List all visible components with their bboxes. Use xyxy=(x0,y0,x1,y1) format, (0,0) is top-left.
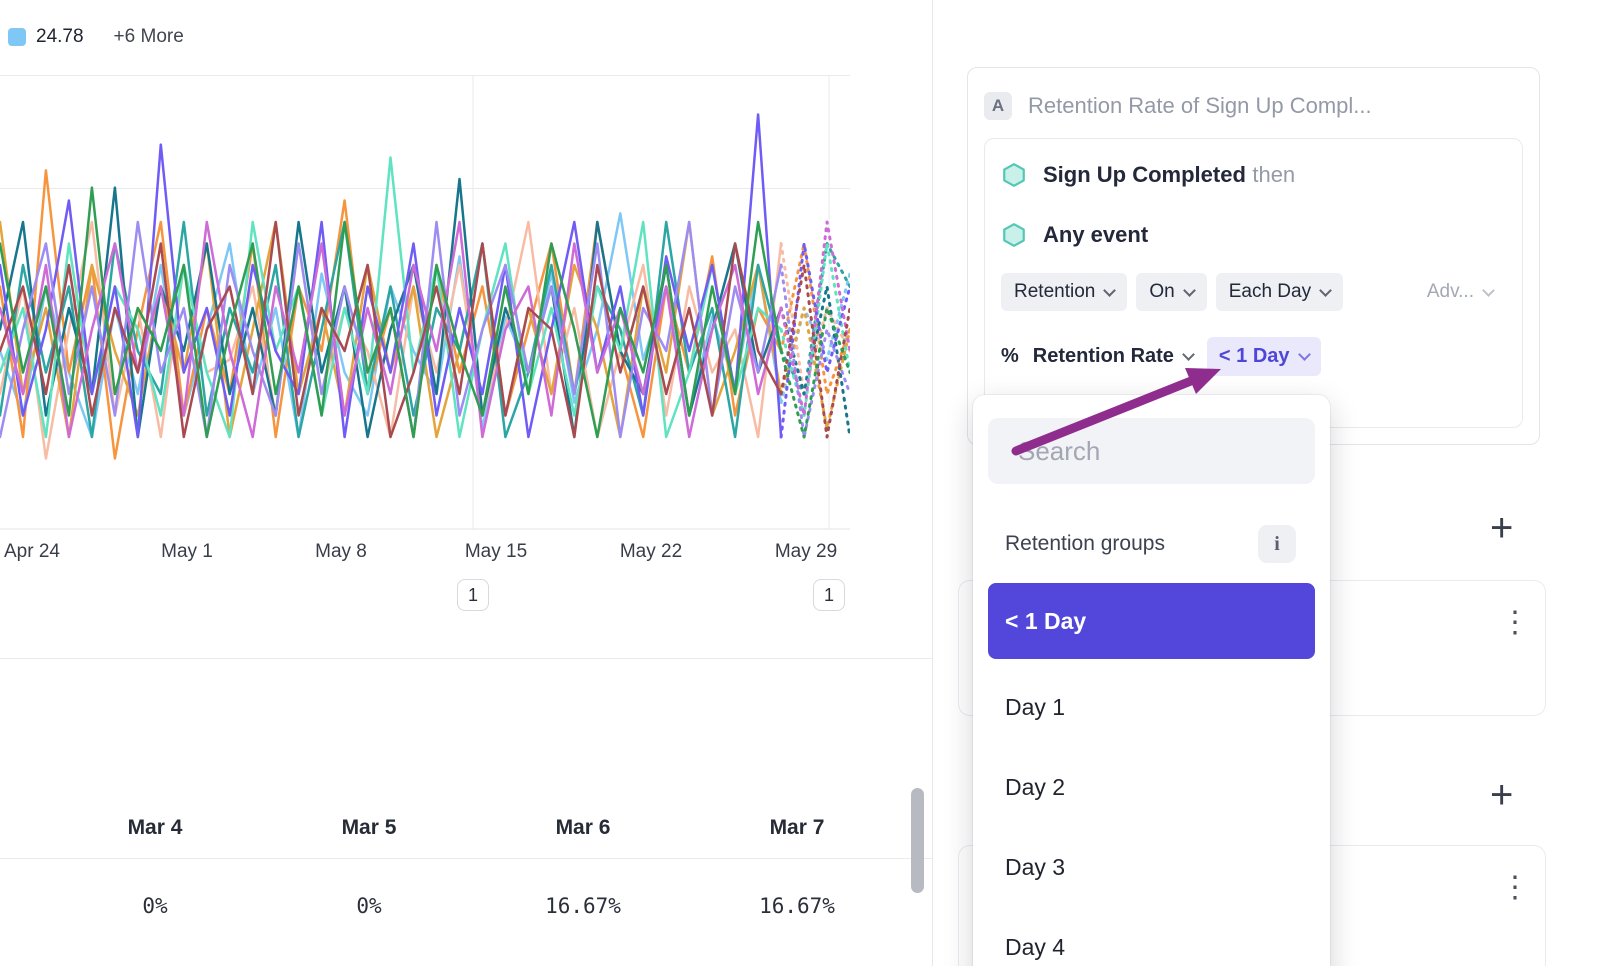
option-day-1[interactable]: Day 1 xyxy=(973,667,1330,747)
retention-controls-row: Retention On Each Day Adv... xyxy=(1001,273,1506,311)
chevron-down-icon xyxy=(1182,348,1195,361)
dropdown-label: < 1 Day xyxy=(1218,345,1290,367)
event-name: Sign Up Completed xyxy=(1043,162,1246,187)
event-name: Any event xyxy=(1043,222,1149,247)
info-button[interactable]: i xyxy=(1258,525,1296,563)
add-chart-button-1[interactable]: + xyxy=(1490,506,1514,550)
x-tick: May 22 xyxy=(619,541,683,562)
advanced-dropdown[interactable]: Adv... xyxy=(1414,273,1506,311)
page-badge-2[interactable]: 1 xyxy=(813,579,845,611)
table-header-divider xyxy=(0,858,932,859)
chevron-down-icon xyxy=(1182,283,1196,297)
panel-divider xyxy=(932,0,933,966)
legend-swatch xyxy=(8,28,26,46)
x-tick: Apr 24 xyxy=(4,541,60,562)
x-tick: May 1 xyxy=(161,541,213,562)
table-header-cell: Mar 6 xyxy=(555,816,611,839)
group-label: Retention groups xyxy=(1005,532,1165,555)
option-label: Day 1 xyxy=(1005,693,1066,720)
search-box xyxy=(988,418,1355,484)
chart-title[interactable]: Retention Rate of Sign Up Compl... xyxy=(1028,93,1372,118)
option-day-4[interactable]: Day 4 xyxy=(973,907,1330,966)
table-value-cell: 16.67% xyxy=(759,894,835,918)
table-header-cell: Mar 5 xyxy=(341,816,397,839)
chevron-down-icon xyxy=(1482,283,1495,297)
table-value-cell: 0% xyxy=(356,894,382,918)
retention-chart xyxy=(0,75,850,530)
chart-definition-card: A Retention Rate of Sign Up Compl... Sig… xyxy=(967,67,1540,445)
percent-symbol: % xyxy=(1001,345,1019,367)
option-day-3[interactable]: Day 3 xyxy=(973,827,1330,907)
legend-item[interactable]: 24.78 xyxy=(8,26,84,48)
on-dropdown[interactable]: On xyxy=(1136,273,1207,311)
retention-groups-row: Retention groups i xyxy=(973,524,1330,564)
hexagon-icon xyxy=(1003,223,1025,247)
hexagon-icon xyxy=(1003,163,1025,187)
retention-group-options: < 1 Day Day 1 Day 2 Day 3 Day 4 xyxy=(973,583,1330,966)
option-lt-1-day[interactable]: < 1 Day xyxy=(988,583,1315,659)
dropdown-label: Adv... xyxy=(1426,281,1474,302)
chevron-down-icon xyxy=(1297,348,1311,361)
card-header: A Retention Rate of Sign Up Compl... xyxy=(984,92,1523,120)
dropdown-label: Retention xyxy=(1014,281,1096,302)
dropdown-label: Retention Rate xyxy=(1032,345,1174,367)
table-header-cell: Mar 7 xyxy=(769,816,825,839)
x-tick: May 15 xyxy=(464,541,528,562)
option-label: Day 2 xyxy=(1005,773,1066,800)
event-row-any-event[interactable]: Any event xyxy=(1001,213,1506,257)
chart-x-axis: Apr 24 May 1 May 8 May 15 May 22 May 29 xyxy=(0,541,850,567)
chevron-down-icon xyxy=(1319,283,1332,297)
scrollbar-thumb[interactable] xyxy=(911,788,924,893)
legend-value: 24.78 xyxy=(36,26,84,47)
card-menu-button-2[interactable]: ⋮ xyxy=(1500,871,1530,904)
interval-dropdown[interactable]: Each Day xyxy=(1215,273,1344,311)
option-day-2[interactable]: Day 2 xyxy=(973,747,1330,827)
search-input[interactable] xyxy=(1016,434,1355,468)
chart-legend: 24.78 +6 More xyxy=(8,26,184,48)
retention-type-dropdown[interactable]: Retention xyxy=(1001,273,1128,311)
chevron-down-icon xyxy=(1103,283,1117,297)
table-value-cell: 16.67% xyxy=(545,894,621,918)
option-label: Day 3 xyxy=(1005,853,1066,880)
x-tick: May 29 xyxy=(774,541,838,562)
info-icon: i xyxy=(1274,532,1280,555)
retention-window-dropdown[interactable]: < 1 Day xyxy=(1206,337,1321,376)
table-value-row: 0% 0% 16.67% 16.67% xyxy=(48,884,904,928)
dropdown-label: On xyxy=(1149,281,1175,302)
metric-dropdown[interactable]: Retention Rate xyxy=(1031,337,1195,376)
legend-more-button[interactable]: +6 More xyxy=(113,26,184,47)
table-header-cell: Mar 4 xyxy=(127,816,183,839)
chart-area[interactable] xyxy=(0,75,850,530)
add-chart-button-2[interactable]: + xyxy=(1490,773,1514,817)
card-menu-button-1[interactable]: ⋮ xyxy=(1500,606,1530,639)
metric-row: % Retention Rate < 1 Day xyxy=(1001,337,1506,376)
section-divider xyxy=(0,658,932,659)
event-then-label: then xyxy=(1252,162,1296,187)
page-badge-1[interactable]: 1 xyxy=(457,579,489,611)
table-value-cell: 0% xyxy=(142,894,168,918)
table-header-row: Mar 4 Mar 5 Mar 6 Mar 7 xyxy=(48,806,904,850)
option-label: < 1 Day xyxy=(1005,607,1087,634)
event-definition-box: Sign Up Completed then Any event Retenti… xyxy=(984,138,1523,428)
dropdown-label: Each Day xyxy=(1228,281,1312,302)
series-a-badge: A xyxy=(984,92,1012,120)
x-tick: May 8 xyxy=(315,541,367,562)
retention-window-popup: Retention groups i < 1 Day Day 1 Day 2 D… xyxy=(973,395,1355,966)
event-row-sign-up-completed[interactable]: Sign Up Completed then xyxy=(1001,153,1506,197)
option-label: Day 4 xyxy=(1005,933,1066,960)
